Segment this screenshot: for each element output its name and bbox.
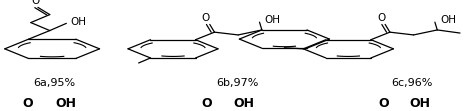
- Text: O: O: [379, 97, 389, 110]
- Text: O: O: [22, 97, 33, 110]
- Text: O: O: [31, 0, 40, 6]
- Text: OH: OH: [55, 97, 76, 110]
- Text: OH: OH: [265, 15, 281, 25]
- Text: O: O: [377, 13, 385, 23]
- Text: OH: OH: [70, 17, 86, 27]
- Text: 6b,97%: 6b,97%: [216, 78, 258, 88]
- Text: 6c,96%: 6c,96%: [392, 78, 433, 88]
- Text: O: O: [202, 13, 210, 23]
- Text: OH: OH: [234, 97, 255, 110]
- Text: OH: OH: [409, 97, 430, 110]
- Text: OH: OH: [440, 15, 456, 25]
- Text: O: O: [201, 97, 211, 110]
- Text: 6a,95%: 6a,95%: [34, 78, 75, 88]
